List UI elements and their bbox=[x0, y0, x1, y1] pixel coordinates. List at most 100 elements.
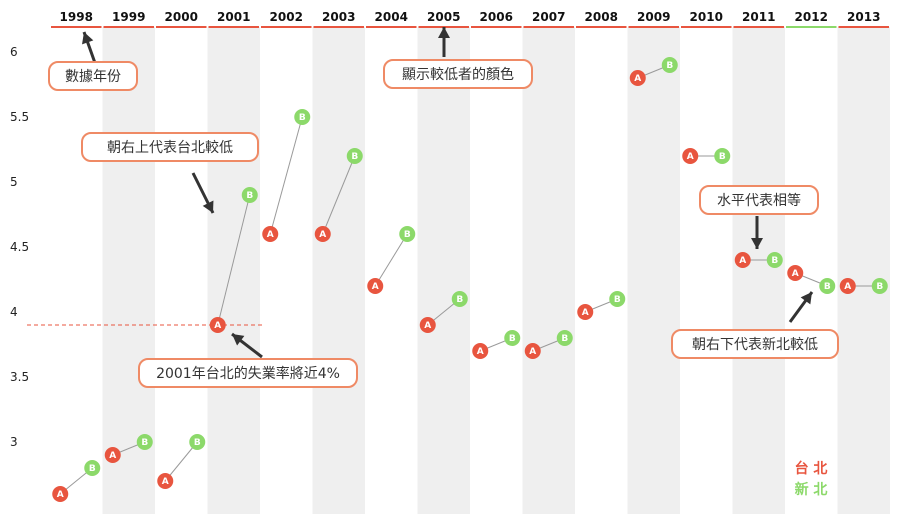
taipei-point-2007 bbox=[524, 343, 541, 359]
taipei-point-label-2007: A bbox=[529, 347, 536, 357]
taipei-point-label-2002: A bbox=[267, 230, 274, 240]
year-band-2009 bbox=[627, 27, 680, 514]
year-band-2013 bbox=[837, 27, 890, 514]
year-band-2001 bbox=[207, 27, 260, 514]
taipei-point-label-1998: A bbox=[57, 490, 64, 500]
newtaipei-point-label-2001: B bbox=[246, 191, 253, 201]
arrow-down-right-head bbox=[800, 292, 812, 305]
year-label-2004: 2004 bbox=[375, 10, 408, 24]
arrow-up-right-head bbox=[202, 200, 214, 213]
newtaipei-point-2000 bbox=[189, 434, 206, 450]
legend-taipei: 台 北 bbox=[795, 460, 828, 477]
y-tick-6: 6 bbox=[10, 45, 18, 59]
year-pair-2008: AB bbox=[577, 291, 626, 320]
legend-newtaipei: 新 北 bbox=[795, 481, 828, 498]
taipei-point-label-1999: A bbox=[109, 451, 116, 461]
year-label-2008: 2008 bbox=[585, 10, 618, 24]
newtaipei-point-2012 bbox=[819, 278, 836, 294]
year-band-2005 bbox=[417, 27, 470, 514]
newtaipei-point-label-2013: B bbox=[876, 282, 883, 292]
taipei-point-1999 bbox=[104, 447, 121, 463]
newtaipei-point-2011 bbox=[766, 252, 783, 268]
annotation-arrows bbox=[82, 27, 814, 359]
year-band-2011 bbox=[732, 27, 785, 514]
taipei-point-2004 bbox=[367, 278, 384, 294]
year-pair-2009: AB bbox=[629, 57, 678, 86]
pair-line-2002 bbox=[269, 116, 303, 235]
year-band-2003 bbox=[312, 27, 365, 514]
taipei-point-2001 bbox=[209, 317, 226, 333]
taipei-point-label-2009: A bbox=[634, 74, 641, 84]
arrow-year-order bbox=[82, 31, 97, 64]
ann-2001-text: 2001年台北的失業率將近4% bbox=[156, 365, 340, 382]
newtaipei-point-2009 bbox=[661, 57, 678, 73]
ann-year-order-box bbox=[48, 61, 138, 91]
taipei-point-2009 bbox=[629, 70, 646, 86]
newtaipei-point-2001 bbox=[241, 187, 258, 203]
year-label-1999: 1999 bbox=[112, 10, 145, 24]
year-label-2012: 2012 bbox=[795, 10, 828, 24]
newtaipei-point-label-1998: B bbox=[89, 464, 96, 474]
pair-line-2001 bbox=[217, 194, 251, 326]
ann-down-right-box bbox=[671, 329, 839, 359]
newtaipei-point-2002 bbox=[294, 109, 311, 125]
ann-2001: 2001年台北的失業率將近4% bbox=[138, 358, 358, 388]
ann-equal-text: 水平代表相等 bbox=[717, 192, 801, 209]
newtaipei-point-label-2011: B bbox=[771, 256, 778, 266]
newtaipei-point-2003 bbox=[346, 148, 363, 164]
year-pair-2006: AB bbox=[472, 330, 521, 359]
newtaipei-point-2008 bbox=[609, 291, 626, 307]
arrow-2001-head bbox=[232, 334, 245, 346]
year-pair-1998: AB bbox=[52, 460, 101, 502]
taipei-point-label-2010: A bbox=[687, 152, 694, 162]
newtaipei-point-label-2006: B bbox=[509, 334, 516, 344]
arrow-down-right bbox=[788, 291, 814, 323]
taipei-point-2005 bbox=[419, 317, 436, 333]
arrow-equal bbox=[751, 216, 763, 249]
taipei-point-label-2005: A bbox=[424, 321, 431, 331]
newtaipei-point-2007 bbox=[556, 330, 573, 346]
year-pair-2000: AB bbox=[157, 434, 206, 489]
newtaipei-point-2005 bbox=[451, 291, 468, 307]
taipei-point-label-2008: A bbox=[582, 308, 589, 318]
newtaipei-point-label-2003: B bbox=[351, 152, 358, 162]
y-tick-3: 3 bbox=[10, 435, 18, 449]
taipei-point-2002 bbox=[262, 226, 279, 242]
y-tick-5: 5 bbox=[10, 175, 18, 189]
y-tick-4: 4 bbox=[10, 305, 18, 319]
taipei-point-label-2003: A bbox=[319, 230, 326, 240]
year-band-2007 bbox=[522, 27, 575, 514]
year-pair-2004: AB bbox=[367, 226, 416, 294]
taipei-point-label-2006: A bbox=[477, 347, 484, 357]
year-pair-2001: AB bbox=[209, 187, 258, 333]
y-tick-5.5: 5.5 bbox=[10, 110, 29, 124]
newtaipei-point-1999 bbox=[136, 434, 153, 450]
newtaipei-point-2010 bbox=[714, 148, 731, 164]
y-axis: 3 3.5 4 4.5 5 5.5 6 bbox=[10, 45, 29, 449]
taipei-point-label-2004: A bbox=[372, 282, 379, 292]
year-label-2011: 2011 bbox=[742, 10, 775, 24]
taipei-point-2006 bbox=[472, 343, 489, 359]
pair-line-2003 bbox=[322, 155, 356, 235]
taipei-point-label-2012: A bbox=[792, 269, 799, 279]
y-tick-3.5: 3.5 bbox=[10, 370, 29, 384]
year-bands bbox=[102, 27, 890, 514]
arrow-equal-head bbox=[751, 238, 763, 249]
taipei-point-2008 bbox=[577, 304, 594, 320]
newtaipei-point-label-2008: B bbox=[614, 295, 621, 305]
newtaipei-point-2004 bbox=[399, 226, 416, 242]
year-label-2003: 2003 bbox=[322, 10, 355, 24]
ann-up-right: 朝右上代表台北較低 bbox=[81, 132, 259, 162]
arrow-lower-color-head bbox=[438, 27, 450, 38]
arrow-lower-color bbox=[438, 27, 450, 57]
ann-equal: 水平代表相等 bbox=[699, 185, 819, 215]
taipei-point-label-2000: A bbox=[162, 477, 169, 487]
taipei-point-2010 bbox=[682, 148, 699, 164]
newtaipei-point-1998 bbox=[84, 460, 101, 476]
legend: 台 北 新 北 bbox=[795, 460, 828, 498]
